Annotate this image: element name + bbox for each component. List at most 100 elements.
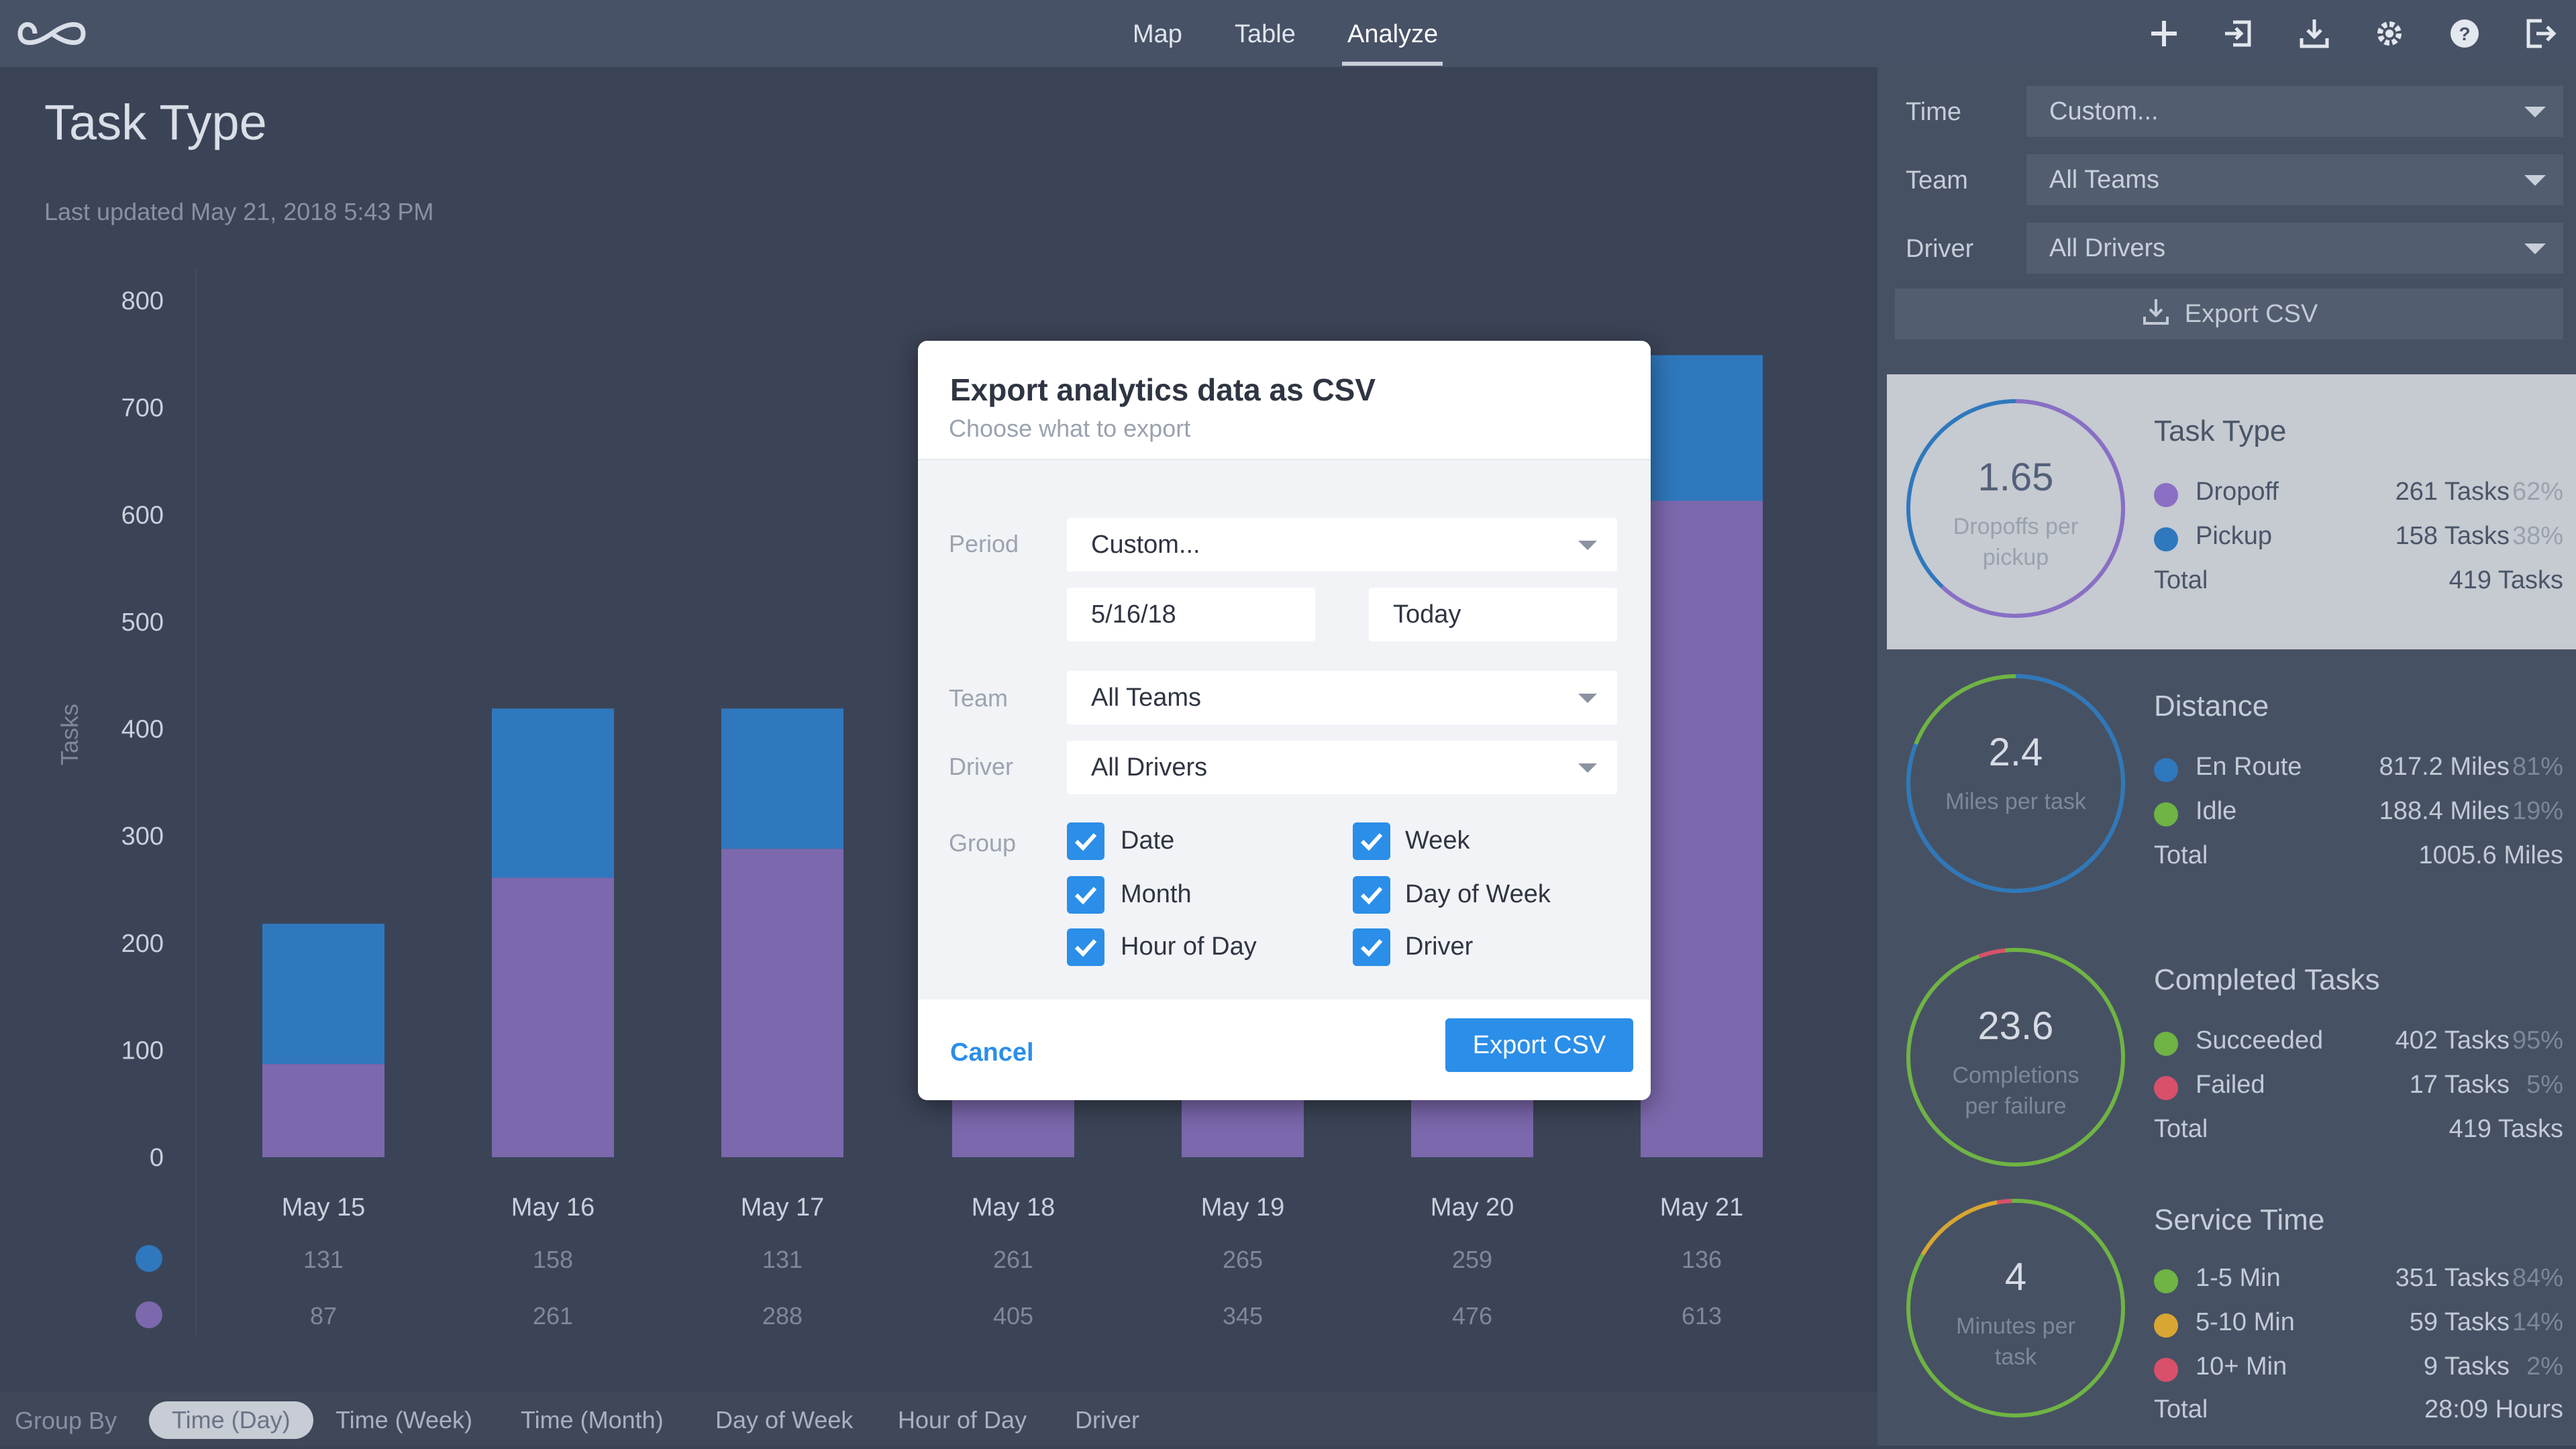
chevron-down-icon: [1578, 763, 1597, 773]
toolbar-icons: ?: [2143, 12, 2561, 55]
group-by-label: Group By: [15, 1407, 117, 1434]
export-csv-button[interactable]: Export CSV: [1895, 288, 2563, 339]
data-table-value: 131: [762, 1246, 803, 1273]
bar-segment-purple: [721, 849, 843, 1157]
driver-filter-select[interactable]: All Drivers: [2026, 223, 2563, 274]
driver-select[interactable]: All Drivers: [1067, 741, 1617, 794]
data-table-value: 261: [533, 1302, 573, 1330]
logout-icon[interactable]: [2518, 12, 2561, 55]
driver-filter-label: Driver: [1906, 235, 1974, 263]
group-by-hour-of-day[interactable]: Hour of Day: [898, 1406, 1027, 1434]
gear-icon[interactable]: [2368, 12, 2411, 55]
legend-row-pickup: Pickup 158 Tasks 38%: [2154, 522, 2563, 555]
task-type-card[interactable]: 1.65 Dropoffs per pickup Task Type Dropo…: [1887, 374, 2576, 649]
data-table-value: 131: [303, 1246, 344, 1273]
driver-filter-value: All Drivers: [2049, 234, 2166, 262]
checkbox-driver[interactable]: [1353, 928, 1390, 966]
svg-text:?: ?: [2459, 23, 2470, 44]
date-from-input[interactable]: 5/16/18: [1067, 588, 1315, 641]
checkbox-day-of-week[interactable]: [1353, 876, 1390, 914]
total-label: Total: [2154, 1395, 2208, 1424]
checkbox-week[interactable]: [1353, 822, 1390, 860]
tab-table[interactable]: Table: [1235, 20, 1296, 48]
help-icon[interactable]: ?: [2443, 12, 2486, 55]
row-percent: 14%: [2512, 1308, 2563, 1336]
pickup-color-dot: [2154, 527, 2178, 551]
total-value: 28:09 Hours: [2424, 1395, 2563, 1424]
data-table-value: 87: [310, 1302, 337, 1330]
checkbox-hour-of-day[interactable]: [1067, 928, 1104, 966]
group-by-time-week[interactable]: Time (Week): [336, 1406, 473, 1434]
row-value: 402 Tasks: [2395, 1026, 2510, 1055]
export-csv-confirm-button[interactable]: Export CSV: [1445, 1018, 1633, 1072]
row-label: 1-5 Min: [2196, 1264, 2281, 1292]
group-by-day-of-week[interactable]: Day of Week: [715, 1406, 854, 1434]
driver-label: Driver: [949, 753, 1013, 780]
period-label: Period: [949, 530, 1019, 557]
driver-value: All Drivers: [1091, 753, 1208, 782]
completions-per-failure-caption: Completions per failure: [1952, 1063, 2079, 1119]
distance-card-title: Distance: [2154, 690, 2269, 722]
total-label: Total: [2154, 566, 2208, 594]
completed-tasks-card[interactable]: 23.6 Completions per failure Completed T…: [1887, 923, 2576, 1198]
last-updated-text: Last updated May 21, 2018 5:43 PM: [44, 198, 434, 225]
row-label: Pickup: [2196, 522, 2273, 550]
service-time-card[interactable]: 4 Minutes per task Service Time 1-5 Min 3…: [1887, 1174, 2576, 1449]
data-table-value: 259: [1452, 1246, 1492, 1273]
distance-card[interactable]: 2.4 Miles per task Distance En Route 817.…: [1887, 649, 2576, 924]
y-tick-label: 700: [121, 394, 164, 423]
y-tick-label: 300: [121, 822, 164, 851]
miles-per-task-caption: Miles per task: [1945, 789, 2086, 814]
download-icon: [2143, 299, 2169, 325]
bar-segment-purple: [492, 877, 614, 1157]
x-tick-label: May 20: [1431, 1193, 1514, 1222]
x-tick-label: May 18: [972, 1193, 1055, 1222]
dialog-footer: Cancel Export CSV: [918, 1000, 1651, 1100]
service-time-card-title: Service Time: [2154, 1203, 2325, 1236]
infinity-logo-icon[interactable]: [15, 15, 89, 52]
group-by-driver[interactable]: Driver: [1075, 1406, 1139, 1434]
total-value: 419 Tasks: [2449, 1115, 2563, 1143]
download-icon[interactable]: [2293, 12, 2336, 55]
row-value: 261 Tasks: [2395, 478, 2510, 506]
y-tick-label: 100: [121, 1036, 164, 1065]
row-value: 188.4 Miles: [2379, 797, 2510, 825]
date-to-input[interactable]: Today: [1369, 588, 1617, 641]
time-filter-select[interactable]: Custom...: [2026, 86, 2563, 137]
checkbox-month[interactable]: [1067, 876, 1104, 914]
team-filter-label: Team: [1906, 166, 1968, 195]
legend-row-1-5-min: 1-5 Min 351 Tasks 84%: [2154, 1264, 2563, 1297]
dropoff-color-dot: [2154, 483, 2178, 507]
tab-map[interactable]: Map: [1133, 20, 1182, 48]
total-label: Total: [2154, 841, 2208, 869]
time-filter-label: Time: [1906, 98, 1962, 126]
row-label: 10+ Min: [2196, 1352, 2287, 1381]
row-percent: 5%: [2526, 1071, 2563, 1099]
team-select[interactable]: All Teams: [1067, 671, 1617, 724]
cancel-button[interactable]: Cancel: [950, 1038, 1034, 1067]
import-icon[interactable]: [2218, 12, 2261, 55]
checkbox-week-label: Week: [1405, 826, 1470, 855]
checkbox-date[interactable]: [1067, 822, 1104, 860]
row-value: 59 Tasks: [2409, 1308, 2510, 1336]
tab-analyze[interactable]: Analyze: [1347, 20, 1439, 48]
y-tick-label: 600: [121, 501, 164, 529]
team-filter-select[interactable]: All Teams: [2026, 154, 2563, 205]
legend-row-dropoff: Dropoff 261 Tasks 62%: [2154, 478, 2563, 511]
data-table-value: 288: [762, 1302, 803, 1330]
checkbox-hour-of-day-label: Hour of Day: [1121, 932, 1257, 961]
period-select[interactable]: Custom...: [1067, 518, 1617, 572]
plus-icon[interactable]: [2143, 12, 2185, 55]
group-by-time-month[interactable]: Time (Month): [521, 1406, 664, 1434]
legend-row-5-10-min: 5-10 Min 59 Tasks 14%: [2154, 1308, 2563, 1342]
row-label: En Route: [2196, 753, 2302, 781]
chevron-down-icon: [2524, 244, 2546, 254]
data-table-value: 345: [1223, 1302, 1263, 1330]
legend-row-10-plus-min: 10+ Min 9 Tasks 2%: [2154, 1352, 2563, 1386]
chevron-down-icon: [1578, 541, 1597, 550]
data-table-value: 265: [1223, 1246, 1263, 1273]
analytics-sidebar: Time Custom... Team All Teams Driver All…: [1877, 67, 2576, 1446]
en-route-color-dot: [2154, 758, 2178, 782]
y-tick-label: 200: [121, 930, 164, 958]
group-by-time-day[interactable]: Time (Day): [149, 1401, 313, 1439]
